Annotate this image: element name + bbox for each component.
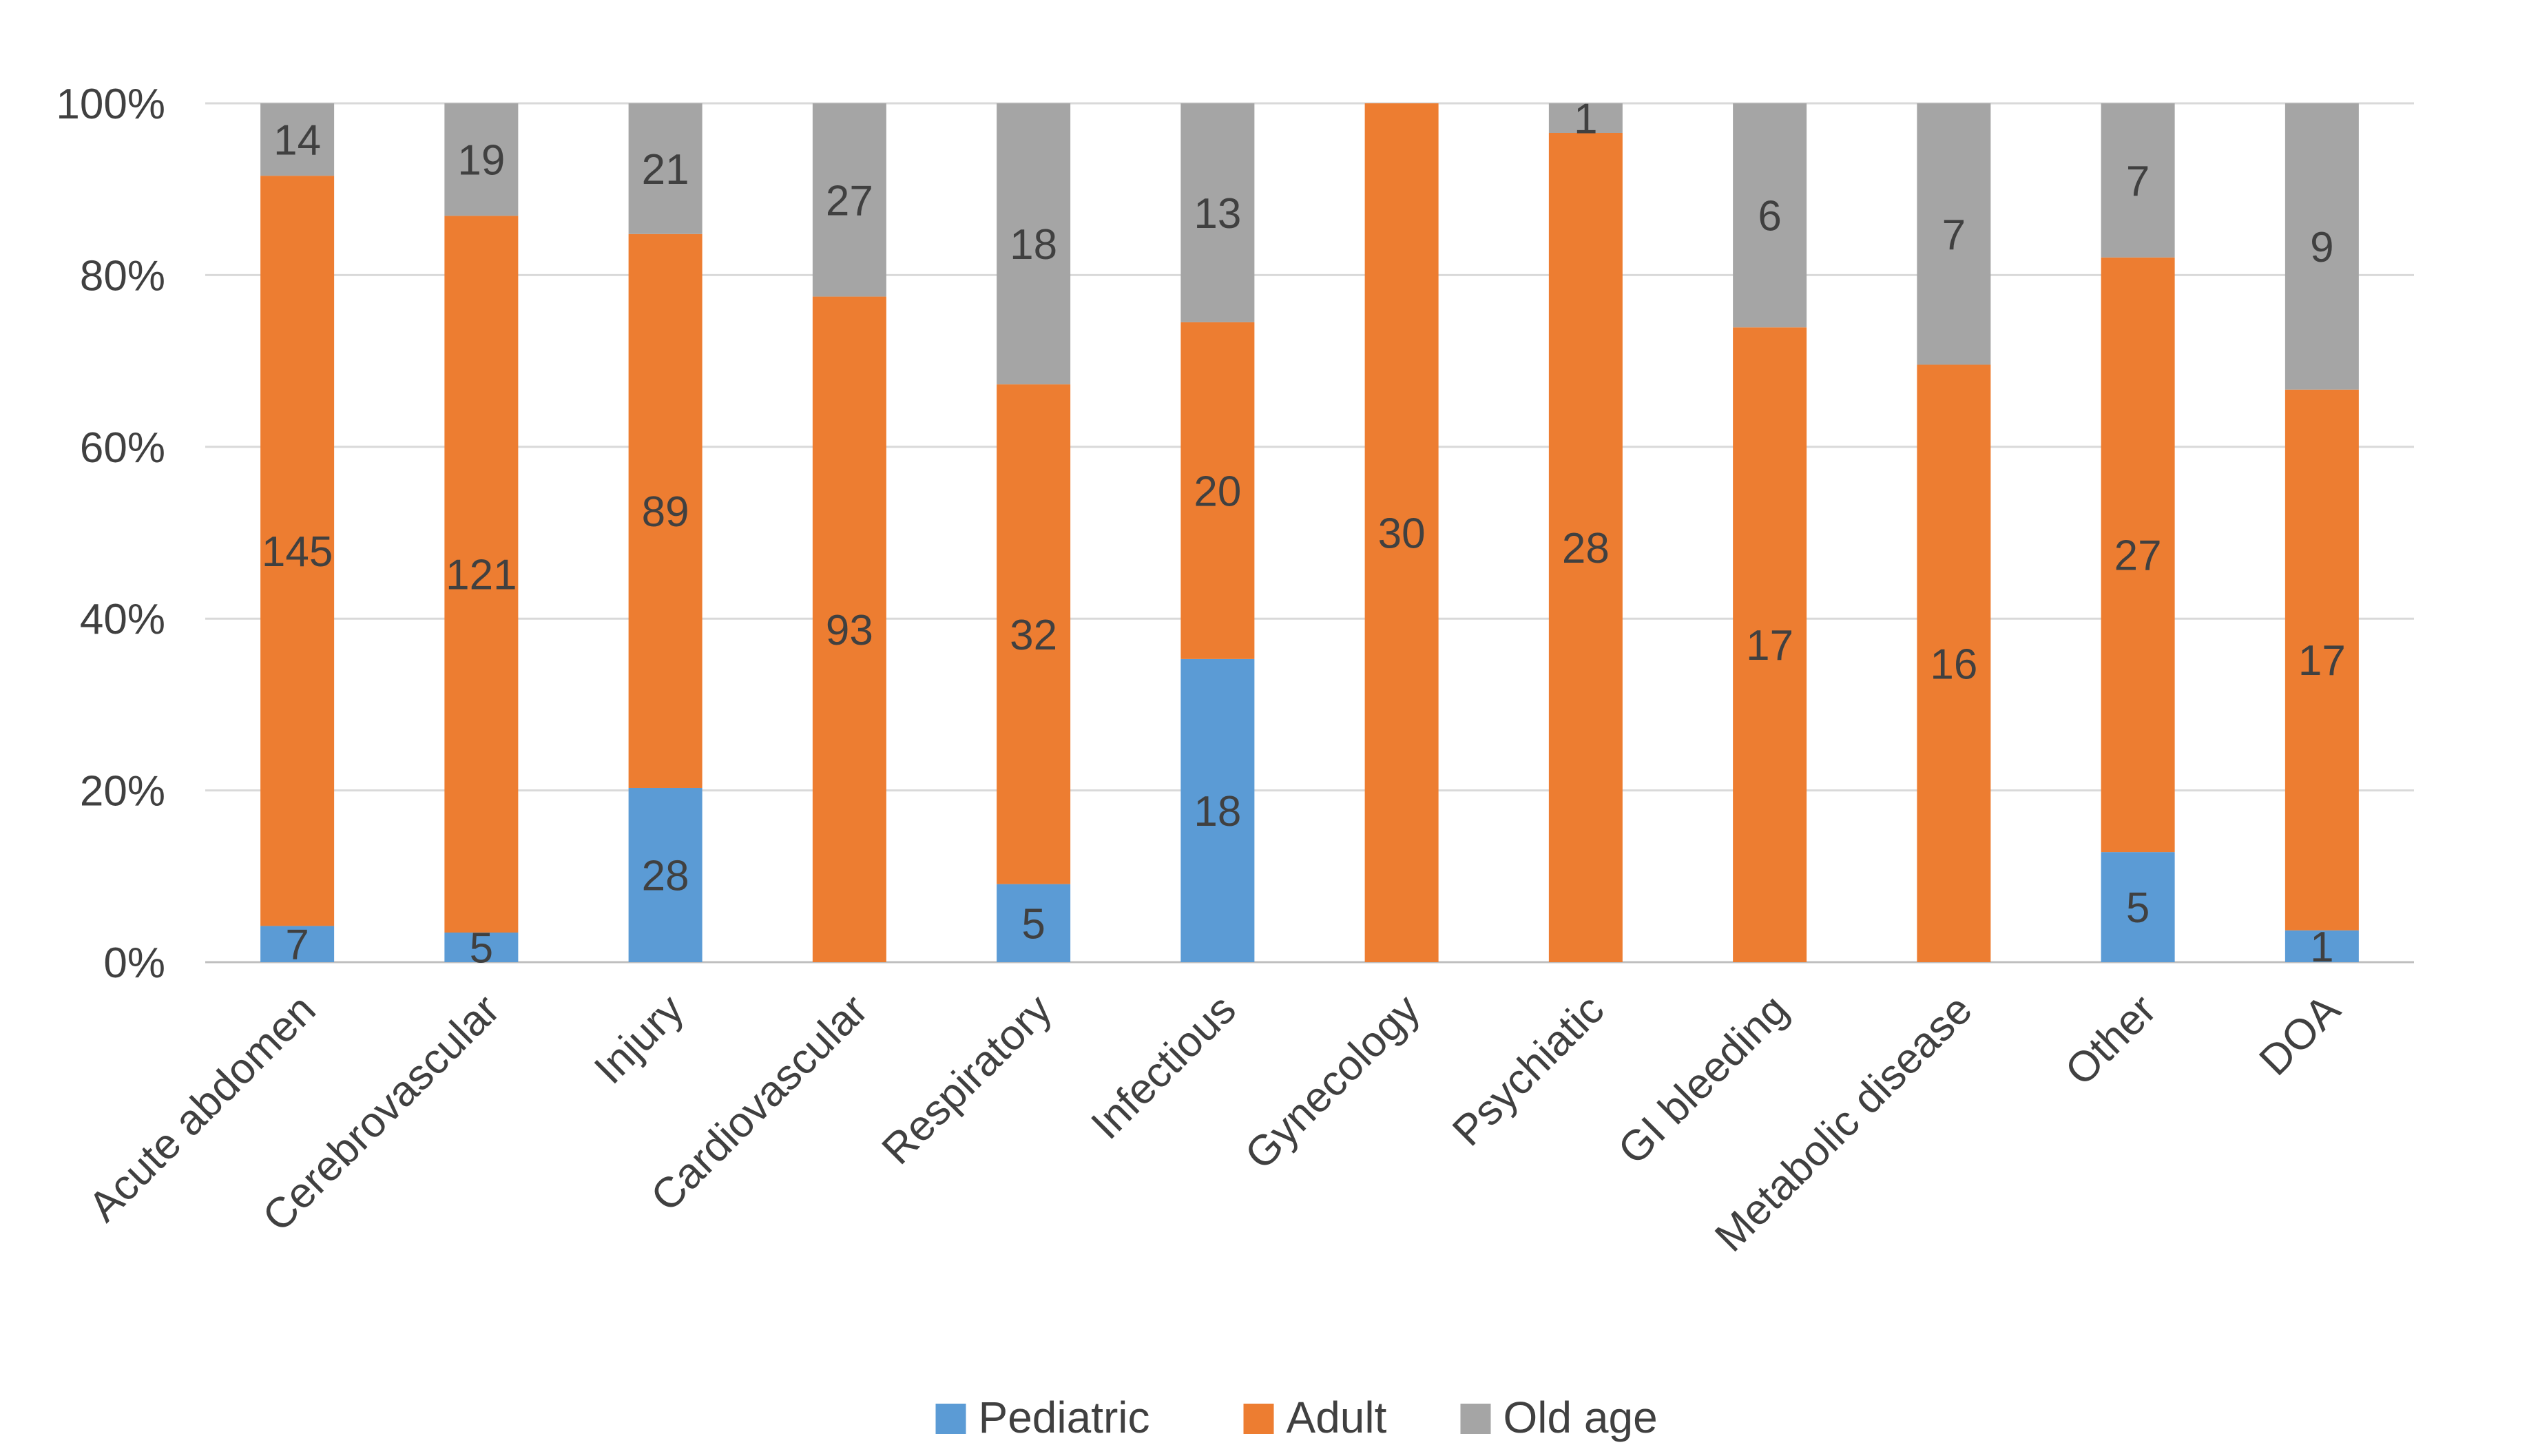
- x-tick-label: Other: [2057, 986, 2165, 1094]
- x-tick-label: Gynecology: [1236, 986, 1429, 1178]
- x-tick-label: DOA: [2250, 986, 2349, 1085]
- data-label: 13: [1194, 190, 1241, 238]
- y-tick-label: 0%: [103, 939, 165, 987]
- y-tick-label: 40%: [80, 596, 165, 643]
- data-label: 5: [470, 925, 493, 973]
- data-label: 16: [1930, 641, 1977, 688]
- x-tick-label: Infectious: [1082, 986, 1245, 1148]
- data-label: 27: [2114, 532, 2162, 579]
- data-label: 9: [2310, 224, 2333, 271]
- data-label: 93: [826, 607, 873, 654]
- bar-segment: [260, 926, 335, 962]
- bar-segment: [260, 176, 335, 926]
- legend: Pediatric Adult Old age: [935, 1393, 1658, 1442]
- data-label: 5: [1021, 900, 1045, 948]
- legend-label: Adult: [1287, 1393, 1387, 1442]
- bar-segment: [1548, 133, 1623, 962]
- data-label: 18: [1194, 788, 1241, 835]
- legend-label: Pediatric: [979, 1393, 1150, 1442]
- legend-swatch: [1460, 1404, 1491, 1434]
- bar-segment: [444, 933, 519, 962]
- data-label: 19: [457, 137, 505, 185]
- data-label: 7: [285, 922, 309, 969]
- data-label: 6: [1758, 193, 1781, 240]
- data-label: 20: [1194, 468, 1241, 515]
- bar-segment: [1917, 364, 1991, 962]
- data-label: 28: [642, 852, 689, 899]
- data-label: 21: [642, 146, 689, 194]
- data-label: 1: [1574, 96, 1597, 143]
- data-label: 17: [2298, 637, 2346, 685]
- bar-segment: [2101, 257, 2175, 853]
- bar-segment: [1733, 103, 1807, 328]
- bar-segment: [2285, 930, 2359, 962]
- bar-segment: [444, 216, 519, 933]
- y-tick-label: 20%: [80, 768, 165, 815]
- y-tick-label: 100%: [56, 81, 165, 128]
- data-label: 121: [446, 552, 517, 599]
- bar-segment: [628, 233, 702, 788]
- data-label: 7: [2126, 158, 2150, 205]
- bar-segment: [2101, 852, 2175, 962]
- bar-segment: [1548, 103, 1623, 133]
- bar-segment: [1180, 658, 1255, 962]
- data-label: 89: [642, 488, 689, 536]
- data-label: 32: [1010, 612, 1057, 659]
- data-label: 1: [2310, 924, 2333, 971]
- data-label: 7: [1942, 211, 1966, 259]
- data-label: 27: [826, 177, 873, 225]
- bar-segment: [1364, 103, 1439, 962]
- x-tick-label: Injury: [585, 986, 693, 1093]
- bar-segment: [812, 296, 886, 962]
- x-tick-label: Respiratory: [873, 986, 1061, 1174]
- bar-segment: [812, 103, 886, 297]
- legend-label: Old age: [1503, 1393, 1658, 1442]
- bar-segment: [997, 103, 1071, 385]
- data-label: 14: [273, 117, 321, 165]
- gridlines: [205, 102, 2414, 964]
- data-label: 30: [1378, 510, 1426, 558]
- data-label: 18: [1010, 221, 1057, 269]
- bar-segment: [997, 884, 1071, 962]
- bar-segment: [628, 103, 702, 234]
- data-label: 28: [1562, 525, 1610, 572]
- bar-segment: [260, 103, 335, 176]
- bar-segment: [1733, 327, 1807, 963]
- data-label: 145: [262, 528, 333, 576]
- bar-segment: [1180, 103, 1255, 322]
- x-tick-label: Psychiatic: [1444, 986, 1613, 1155]
- y-axis: 0% 20% 40% 60% 80% 100%: [56, 81, 165, 987]
- bar-segment: [2285, 389, 2359, 930]
- legend-swatch: [1243, 1404, 1274, 1434]
- bar-segment: [1180, 322, 1255, 659]
- bars: [260, 103, 2359, 963]
- bar-segment: [1917, 103, 1991, 365]
- bar-segment: [628, 787, 702, 962]
- bar-segment: [444, 103, 519, 216]
- bar-segment: [2285, 103, 2359, 390]
- y-tick-label: 60%: [80, 424, 165, 472]
- data-label: 5: [2126, 884, 2150, 932]
- bar-segment: [997, 384, 1071, 884]
- legend-swatch: [935, 1404, 966, 1434]
- x-tick-label: GI bleeding: [1609, 986, 1797, 1174]
- data-label: 17: [1746, 622, 1793, 669]
- bar-segment: [2101, 103, 2175, 258]
- y-tick-label: 80%: [80, 252, 165, 300]
